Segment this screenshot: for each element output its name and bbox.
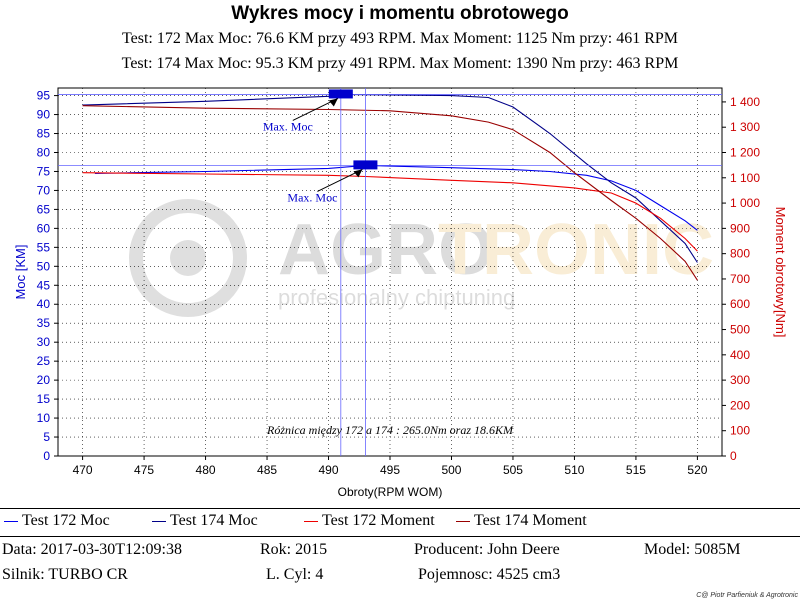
legend-label: Test 172 Moment xyxy=(322,512,435,529)
y-tick-label: 20 xyxy=(37,373,51,387)
max-markers: Max. Moc Max. Moc xyxy=(58,88,722,456)
x-tick-label: 485 xyxy=(257,463,277,477)
y2-tick-label: 1 000 xyxy=(730,196,760,210)
y2-tick-label: 1 400 xyxy=(730,95,760,109)
x-tick-label: 510 xyxy=(564,463,584,477)
marker-box xyxy=(353,160,378,170)
y-tick-label: 15 xyxy=(37,392,51,406)
legend: Test 172 Moc Test 174 Moc Test 172 Momen… xyxy=(0,510,800,534)
legend-swatch xyxy=(456,520,470,522)
marker-box xyxy=(328,89,353,99)
series-line-test-174-moment xyxy=(82,105,698,281)
difference-annotation: Różnica między 172 a 174 : 265.0Nm oraz … xyxy=(266,423,514,437)
y2-tick-label: 100 xyxy=(730,424,750,438)
x-tick-label: 520 xyxy=(687,463,707,477)
tractor-wheel-icon xyxy=(129,199,247,317)
x-tick-label: 505 xyxy=(503,463,523,477)
y-tick-label: 90 xyxy=(37,108,51,122)
x-tick-label: 495 xyxy=(380,463,400,477)
y-tick-label: 40 xyxy=(37,297,51,311)
y2-tick-label: 600 xyxy=(730,297,750,311)
y-axis-label-right: Moment obrotowy[Nm] xyxy=(773,207,788,338)
legend-item-172-moc: Test 172 Moc xyxy=(4,512,110,530)
info-producent: Producent: John Deere xyxy=(414,541,560,558)
y2-tick-label: 800 xyxy=(730,247,750,261)
legend-item-174-moc: Test 174 Moc xyxy=(152,512,258,530)
y-tick-label: 10 xyxy=(37,411,51,425)
legend-swatch xyxy=(304,520,318,522)
legend-item-172-moment: Test 172 Moment xyxy=(304,512,435,530)
y2-tick-label: 0 xyxy=(730,449,737,463)
y2-tick-label: 500 xyxy=(730,323,750,337)
y-tick-label: 30 xyxy=(37,335,51,349)
legend-label: Test 174 Moment xyxy=(474,512,587,529)
legend-label: Test 174 Moc xyxy=(170,512,258,529)
subtitle-test-172: Test: 172 Max Moc: 76.6 KM przy 493 RPM.… xyxy=(121,30,679,47)
subtitle-test-174: Test: 174 Max Moc: 95.3 KM przy 491 RPM.… xyxy=(121,55,679,72)
x-axis: 470 475 480 485 490 495 500 505 510 515 520 xyxy=(73,456,708,477)
y-tick-label: 25 xyxy=(37,354,51,368)
watermark-brand-right: TRONIC xyxy=(438,210,714,290)
info-rok: Rok: 2015 xyxy=(260,541,328,558)
y2-tick-label: 300 xyxy=(730,373,750,387)
legend-item-174-moment: Test 174 Moment xyxy=(456,512,587,530)
series-line-test-172-moment xyxy=(82,172,698,252)
y2-tick-label: 200 xyxy=(730,398,750,412)
y-tick-label: 45 xyxy=(37,278,51,292)
y2-tick-label: 700 xyxy=(730,272,750,286)
y-tick-label: 70 xyxy=(37,183,51,197)
marker-arrowhead xyxy=(353,169,363,178)
chart-title: Wykres mocy i momentu obrotowego xyxy=(231,3,569,24)
y-tick-label: 75 xyxy=(37,164,51,178)
x-tick-label: 500 xyxy=(441,463,461,477)
y-axis-right: 0 100 200 300 400 500 600 700 800 900 1 000 1 100 1 … xyxy=(722,95,760,463)
y2-tick-label: 900 xyxy=(730,221,750,235)
watermark-brand-left: AGRO xyxy=(278,210,494,290)
y-axis-left: 0 5 10 15 20 25 30 35 40 45 50 55 60 65 70 75 80 85 90 95 xyxy=(37,89,58,463)
y2-tick-label: 1 200 xyxy=(730,145,760,159)
marker-arrowhead xyxy=(328,98,338,107)
y-tick-label: 65 xyxy=(37,202,51,216)
y-axis-label-left: Moc [KM] xyxy=(13,245,28,300)
y-tick-label: 50 xyxy=(37,259,51,273)
y-tick-label: 60 xyxy=(37,221,51,235)
info-model: Model: 5085M xyxy=(644,541,741,558)
y-tick-label: 55 xyxy=(37,240,51,254)
x-tick-label: 490 xyxy=(319,463,339,477)
y2-tick-label: 1 300 xyxy=(730,120,760,134)
legend-label: Test 172 Moc xyxy=(22,512,110,529)
info-silnik: Silnik: TURBO CR xyxy=(2,566,128,583)
y-tick-label: 35 xyxy=(37,316,51,330)
agrotronic-watermark: AGRO TRONIC profesionalny chiptuning xyxy=(129,199,714,317)
legend-swatch xyxy=(152,520,166,522)
y-tick-label: 5 xyxy=(43,430,50,444)
info-pojemnosc: Pojemnosc: 4525 cm3 xyxy=(418,566,561,583)
y-tick-label: 80 xyxy=(37,145,51,159)
y2-tick-label: 400 xyxy=(730,348,750,362)
watermark-tagline: profesionalny chiptuning xyxy=(278,285,515,310)
y-tick-label: 95 xyxy=(37,89,51,103)
info-cyl: L. Cyl: 4 xyxy=(266,566,324,583)
x-tick-label: 480 xyxy=(196,463,216,477)
series-line-test-172-moc xyxy=(94,164,698,231)
x-axis-label: Obroty(RPM WOM) xyxy=(338,485,443,499)
marker-label: Max. Moc xyxy=(263,119,313,133)
info-data: Data: 2017-03-30T12:09:38 xyxy=(2,541,182,558)
x-tick-label: 515 xyxy=(626,463,646,477)
legend-swatch xyxy=(4,520,18,522)
marker-label: Max. Moc xyxy=(287,190,337,204)
y-tick-label: 0 xyxy=(43,449,50,463)
separator-top xyxy=(0,508,800,509)
x-tick-label: 475 xyxy=(134,463,154,477)
x-tick-label: 470 xyxy=(73,463,93,477)
copyright-note: C@ Piotr Parfieniuk & Agrotronic xyxy=(696,592,798,599)
separator-bottom xyxy=(0,536,800,537)
y2-tick-label: 1 100 xyxy=(730,171,760,185)
grid xyxy=(58,88,722,456)
y-tick-label: 85 xyxy=(37,127,51,141)
